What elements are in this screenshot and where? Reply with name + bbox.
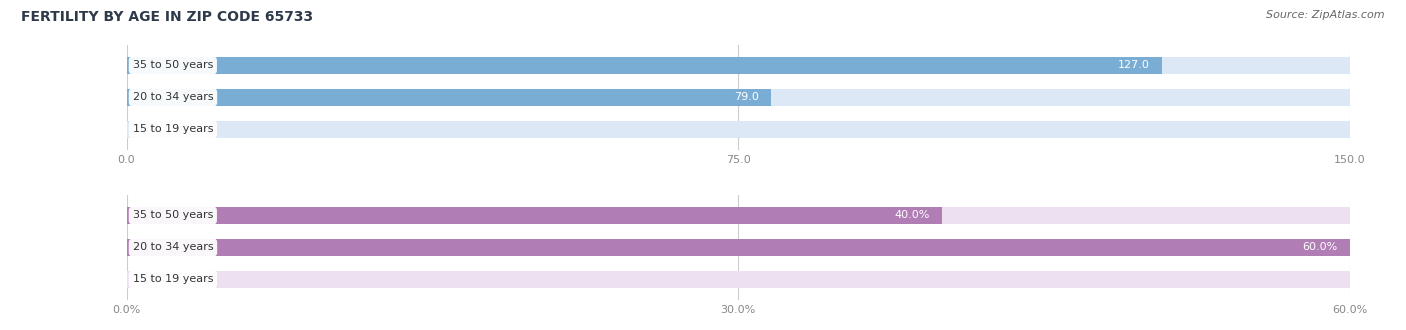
Bar bbox=[127, 207, 942, 224]
Bar bbox=[127, 239, 1350, 256]
Bar bbox=[127, 239, 1350, 256]
Bar bbox=[127, 121, 1350, 138]
Text: 60.0%: 60.0% bbox=[1302, 243, 1337, 252]
Text: 20 to 34 years: 20 to 34 years bbox=[132, 92, 214, 102]
Text: 79.0: 79.0 bbox=[734, 92, 759, 102]
Text: 15 to 19 years: 15 to 19 years bbox=[132, 124, 214, 134]
Bar bbox=[127, 207, 1350, 224]
Bar bbox=[127, 89, 770, 106]
Text: 0.0: 0.0 bbox=[139, 124, 156, 134]
Text: 0.0%: 0.0% bbox=[139, 275, 167, 284]
Text: FERTILITY BY AGE IN ZIP CODE 65733: FERTILITY BY AGE IN ZIP CODE 65733 bbox=[21, 10, 314, 24]
Text: 20 to 34 years: 20 to 34 years bbox=[132, 243, 214, 252]
Text: 40.0%: 40.0% bbox=[894, 211, 929, 220]
Text: 35 to 50 years: 35 to 50 years bbox=[132, 211, 214, 220]
Bar bbox=[127, 271, 1350, 288]
Text: 35 to 50 years: 35 to 50 years bbox=[132, 60, 214, 70]
Bar bbox=[127, 89, 1350, 106]
Text: 15 to 19 years: 15 to 19 years bbox=[132, 275, 214, 284]
Bar bbox=[127, 57, 1350, 74]
Bar bbox=[127, 57, 1163, 74]
Text: 127.0: 127.0 bbox=[1118, 60, 1150, 70]
Text: Source: ZipAtlas.com: Source: ZipAtlas.com bbox=[1267, 10, 1385, 20]
